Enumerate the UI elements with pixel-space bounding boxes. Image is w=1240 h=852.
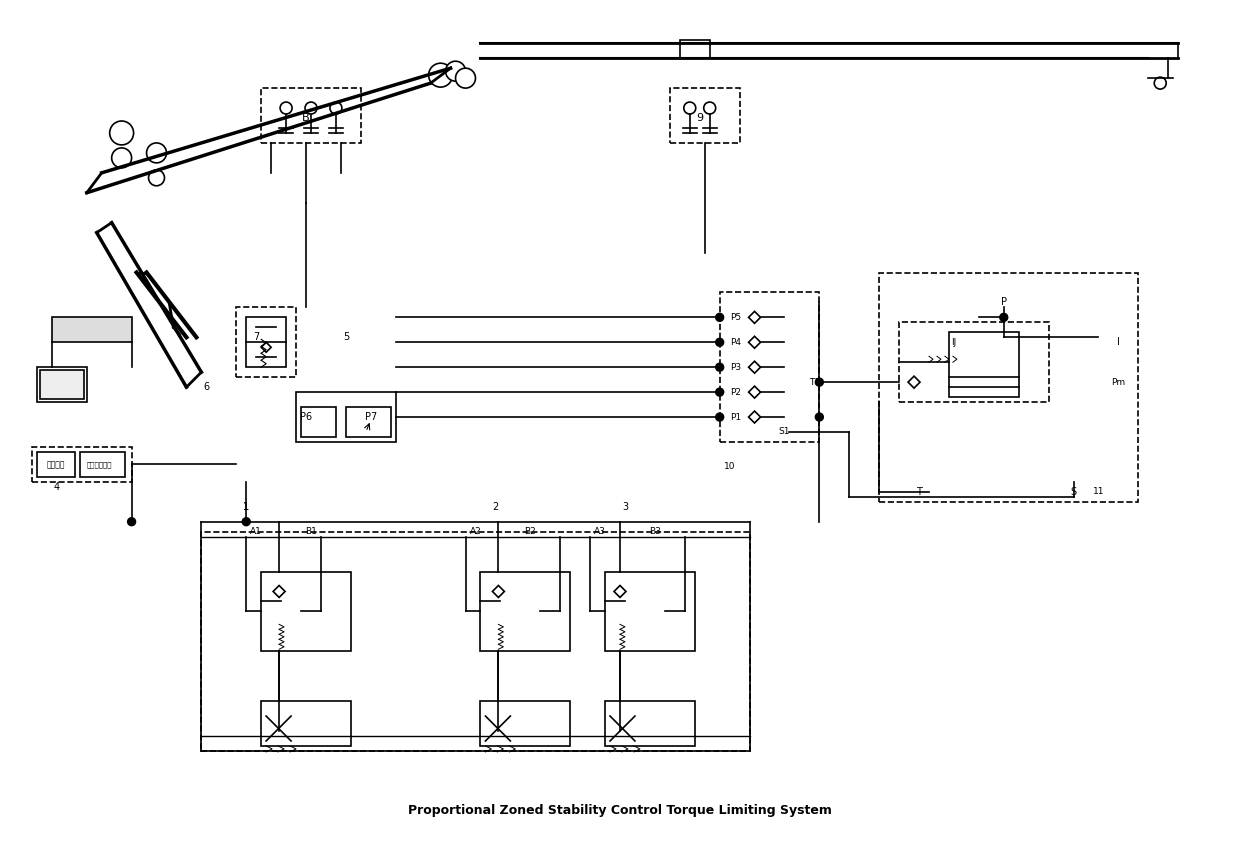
Bar: [247, 317, 286, 367]
Text: 1: 1: [243, 502, 249, 512]
Text: T: T: [916, 486, 923, 497]
Bar: [949, 332, 1019, 397]
Text: B: B: [303, 113, 310, 123]
Circle shape: [455, 68, 475, 88]
Bar: [37, 367, 87, 402]
Circle shape: [445, 61, 465, 81]
Bar: [301, 407, 336, 437]
Text: P5: P5: [730, 313, 742, 322]
Bar: [346, 407, 391, 437]
Circle shape: [816, 413, 823, 421]
Text: 3: 3: [622, 502, 627, 512]
Bar: [32, 447, 131, 482]
Bar: [719, 292, 820, 442]
Text: B2: B2: [525, 527, 536, 536]
Bar: [480, 701, 570, 746]
Polygon shape: [749, 361, 760, 373]
Text: 检测单元: 检测单元: [47, 460, 64, 469]
Circle shape: [816, 378, 823, 386]
Text: B3: B3: [649, 527, 661, 536]
Circle shape: [149, 170, 165, 186]
Polygon shape: [908, 377, 920, 389]
Polygon shape: [273, 585, 285, 597]
Text: P2: P2: [730, 388, 742, 397]
Polygon shape: [262, 343, 272, 352]
Text: 7: 7: [253, 332, 259, 343]
Circle shape: [242, 518, 250, 526]
Text: S: S: [1070, 486, 1076, 497]
Polygon shape: [614, 585, 626, 597]
Text: 2: 2: [492, 502, 498, 512]
Text: P1: P1: [730, 412, 742, 422]
Circle shape: [280, 102, 293, 114]
Bar: [52, 317, 131, 343]
Text: P6: P6: [300, 412, 312, 422]
Bar: [899, 322, 1049, 402]
Circle shape: [999, 314, 1008, 321]
Circle shape: [128, 518, 135, 526]
Polygon shape: [492, 585, 505, 597]
Circle shape: [305, 102, 317, 114]
Text: I: I: [1117, 337, 1120, 348]
Text: P: P: [1001, 297, 1007, 308]
Circle shape: [715, 413, 724, 421]
Bar: [879, 273, 1138, 502]
Circle shape: [715, 389, 724, 396]
Text: S1: S1: [779, 428, 790, 436]
Bar: [37, 452, 74, 477]
Text: P7: P7: [365, 412, 377, 422]
Bar: [262, 701, 351, 746]
Text: 1: 1: [243, 502, 249, 512]
Text: IJ: IJ: [951, 337, 956, 347]
Bar: [670, 88, 739, 143]
Bar: [296, 392, 396, 442]
Text: Proportional Zoned Stability Control Torque Limiting System: Proportional Zoned Stability Control Tor…: [408, 804, 832, 817]
Circle shape: [1154, 78, 1166, 89]
Text: 6: 6: [203, 383, 210, 392]
Text: P3: P3: [730, 363, 742, 371]
Text: 5: 5: [342, 332, 348, 343]
Text: 11: 11: [1092, 487, 1104, 496]
Text: Pm: Pm: [1111, 377, 1126, 387]
Text: A2: A2: [470, 527, 481, 536]
Bar: [680, 40, 709, 58]
Bar: [79, 452, 125, 477]
Bar: [201, 532, 749, 751]
Text: A3: A3: [594, 527, 606, 536]
Bar: [605, 701, 694, 746]
Bar: [262, 572, 351, 651]
Text: T1: T1: [808, 377, 820, 387]
Text: 4: 4: [53, 481, 60, 492]
Circle shape: [715, 314, 724, 321]
Polygon shape: [749, 311, 760, 324]
Text: 9: 9: [696, 113, 703, 123]
Circle shape: [704, 102, 715, 114]
Bar: [605, 572, 694, 651]
Circle shape: [146, 143, 166, 163]
Bar: [262, 88, 361, 143]
Circle shape: [715, 363, 724, 371]
Circle shape: [109, 121, 134, 145]
Text: P4: P4: [730, 337, 742, 347]
Text: A1: A1: [250, 527, 262, 536]
Text: B1: B1: [305, 527, 317, 536]
Text: 10: 10: [724, 463, 735, 471]
Polygon shape: [749, 337, 760, 348]
Circle shape: [429, 63, 453, 87]
Bar: [40, 370, 84, 399]
Polygon shape: [749, 411, 760, 423]
Text: 信号处理单元: 信号处理单元: [87, 461, 112, 468]
Bar: [480, 572, 570, 651]
Circle shape: [112, 148, 131, 168]
Polygon shape: [749, 386, 760, 398]
Circle shape: [330, 102, 342, 114]
Circle shape: [715, 338, 724, 346]
Circle shape: [683, 102, 696, 114]
Bar: [237, 308, 296, 377]
